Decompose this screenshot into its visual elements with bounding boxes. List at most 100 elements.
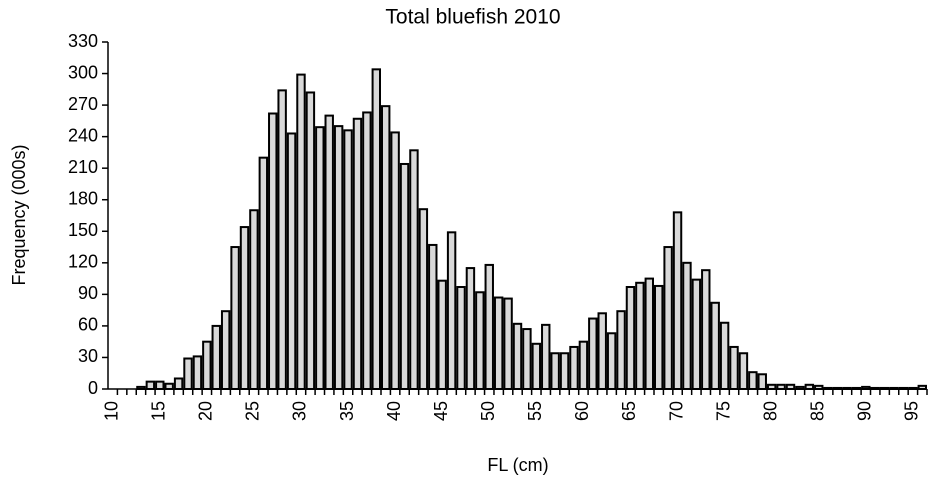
bar <box>663 246 673 390</box>
x-tick-label: 50 <box>478 401 498 421</box>
chart-title: Total bluefish 2010 <box>385 6 560 29</box>
bar <box>155 380 165 391</box>
bar <box>616 310 626 390</box>
x-tick-label: 95 <box>902 401 922 421</box>
bar <box>691 278 702 390</box>
bar <box>192 355 203 390</box>
bar <box>522 328 532 390</box>
bar <box>710 301 720 390</box>
bar <box>644 277 654 390</box>
bar <box>484 263 494 390</box>
bar <box>541 323 551 390</box>
y-axis-title: Frequency (000s) <box>9 144 29 285</box>
y-tick-label: 90 <box>78 283 98 303</box>
bar <box>305 91 316 391</box>
bar <box>559 352 570 390</box>
bar <box>701 269 711 391</box>
bar <box>588 317 598 391</box>
bar <box>475 291 485 391</box>
x-tick-label: 70 <box>666 401 686 421</box>
y-tick-label: 30 <box>78 346 98 366</box>
y-tick-label: 240 <box>68 125 98 145</box>
y-tick-label: 300 <box>68 62 98 82</box>
bar <box>164 382 174 391</box>
bar <box>249 209 259 390</box>
bar <box>597 312 607 391</box>
bar <box>654 284 664 390</box>
x-tick-label: 20 <box>196 401 216 421</box>
x-tick-label: 90 <box>855 401 875 421</box>
bar <box>211 324 221 390</box>
bar <box>493 296 504 391</box>
bar <box>183 357 193 391</box>
bar <box>230 246 240 390</box>
y-tick-label: 60 <box>78 315 98 335</box>
x-tick-label: 25 <box>243 401 263 421</box>
bar <box>239 226 250 390</box>
bar <box>757 373 767 390</box>
bar <box>220 310 231 390</box>
x-tick-label: 35 <box>337 401 357 421</box>
bar <box>719 321 730 390</box>
bar <box>418 208 429 390</box>
y-tick-label: 270 <box>68 94 98 114</box>
bar <box>333 125 344 390</box>
y-tick-label: 120 <box>68 252 98 272</box>
bar <box>399 162 410 390</box>
bar <box>569 345 579 390</box>
bar <box>390 131 400 390</box>
y-tick-label: 180 <box>68 188 98 208</box>
bar <box>465 267 476 390</box>
bar <box>145 380 156 391</box>
x-tick-label: 60 <box>572 401 592 421</box>
bar <box>748 371 758 390</box>
x-tick-label: 45 <box>431 401 451 421</box>
bar <box>409 149 419 390</box>
x-tick-label: 55 <box>525 401 545 421</box>
bar <box>512 322 523 390</box>
bar <box>428 243 438 390</box>
bar <box>277 89 287 391</box>
x-tick-label: 30 <box>290 401 310 421</box>
bar <box>371 68 382 391</box>
y-tick-label: 150 <box>68 220 98 240</box>
bar <box>625 286 636 390</box>
bar <box>343 129 353 390</box>
bar <box>682 261 692 390</box>
bar <box>456 286 466 390</box>
x-tick-label: 75 <box>713 401 733 421</box>
bar <box>446 231 457 390</box>
bar <box>315 126 325 390</box>
bar <box>362 111 372 391</box>
bar <box>672 211 683 390</box>
y-tick-label: 210 <box>68 157 98 177</box>
bar <box>531 342 542 391</box>
bar <box>324 114 334 391</box>
bar <box>352 117 363 390</box>
bar <box>286 132 297 390</box>
bar <box>296 73 306 390</box>
x-tick-label: 65 <box>619 401 639 421</box>
bar <box>202 340 212 391</box>
bar <box>268 112 278 391</box>
x-tick-label: 40 <box>384 401 404 421</box>
bar <box>635 281 645 390</box>
bar <box>729 345 739 390</box>
x-tick-label: 10 <box>101 401 121 421</box>
bar <box>381 105 391 390</box>
bar <box>550 352 560 390</box>
x-tick-label: 15 <box>149 401 169 421</box>
bar <box>437 279 447 390</box>
x-axis-title: FL (cm) <box>487 455 548 475</box>
bar <box>738 352 749 390</box>
bar <box>503 297 513 391</box>
bar <box>258 156 269 390</box>
x-tick-label: 85 <box>807 401 827 421</box>
y-tick-label: 0 <box>88 378 98 398</box>
bar <box>606 332 617 390</box>
bar <box>173 377 184 391</box>
bar <box>578 340 589 391</box>
y-tick-label: 330 <box>68 31 98 51</box>
x-tick-label: 80 <box>760 401 780 421</box>
